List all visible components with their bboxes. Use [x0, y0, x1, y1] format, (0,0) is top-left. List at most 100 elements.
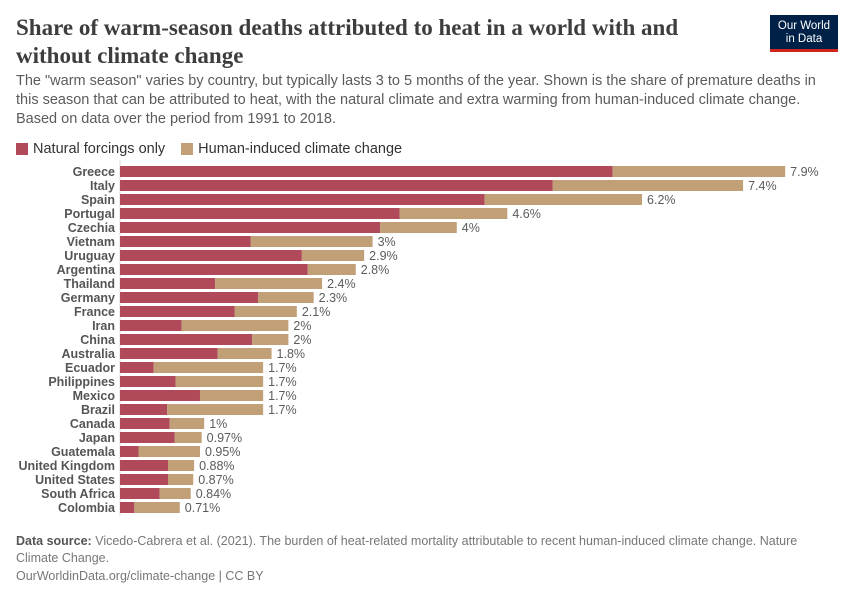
legend-label: Human-induced climate change: [198, 141, 403, 157]
total-label: 0.95%: [205, 445, 240, 459]
category-label: Iran: [92, 319, 115, 333]
bar-segment-natural: [120, 432, 175, 443]
bar-segment-natural: [120, 404, 168, 415]
bar-segment-human: [159, 488, 191, 499]
category-label: Canada: [70, 417, 116, 431]
category-label: Vietnam: [67, 235, 115, 249]
bar-segment-human: [167, 460, 195, 471]
bar-segment-natural: [120, 166, 613, 177]
bar-segment-human: [234, 306, 297, 317]
legend-swatch-natural: [16, 143, 28, 155]
total-label: 2.8%: [361, 263, 390, 277]
total-label: 2.9%: [369, 249, 398, 263]
bar-segment-natural: [120, 376, 176, 387]
chart-subtitle: The "warm season" varies by country, but…: [16, 73, 816, 127]
owid-logo[interactable]: Our World in Data: [770, 15, 838, 52]
total-label: 0.71%: [185, 501, 220, 515]
bar-segment-human: [484, 194, 643, 205]
total-label: 7.9%: [790, 165, 819, 179]
bar-segment-natural: [120, 334, 253, 345]
total-label: 2.3%: [319, 291, 348, 305]
bar-segment-natural: [120, 502, 135, 513]
bar-segment-human: [552, 180, 744, 191]
legend-label: Natural forcings only: [33, 141, 166, 157]
footer-credit[interactable]: OurWorldinData.org/climate-change | CC B…: [16, 569, 264, 583]
bar-segment-human: [181, 320, 289, 331]
category-label: South Africa: [41, 487, 116, 501]
bar-segment-human: [134, 502, 180, 513]
category-label: United Kingdom: [18, 459, 115, 473]
category-label: Greece: [73, 165, 115, 179]
legend-item-human[interactable]: Human-induced climate change: [181, 141, 402, 157]
bar-segment-human: [167, 474, 194, 485]
bar-segment-human: [307, 264, 356, 275]
category-label: Mexico: [73, 389, 116, 403]
category-label: Ecuador: [65, 361, 115, 375]
category-label: Japan: [79, 431, 115, 445]
total-label: 2.4%: [327, 277, 356, 291]
total-label: 1.8%: [277, 347, 306, 361]
category-label: France: [74, 305, 115, 319]
bar-segment-natural: [120, 264, 308, 275]
bar-segment-natural: [120, 292, 259, 303]
bar-segment-human: [250, 236, 373, 247]
bar-segment-human: [301, 250, 365, 261]
total-label: 0.97%: [207, 431, 242, 445]
bar-segment-natural: [120, 306, 235, 317]
bar-segment-natural: [120, 208, 400, 219]
total-label: 1.7%: [268, 361, 297, 375]
legend: Natural forcings only Human-induced clim…: [16, 141, 402, 157]
category-label: Spain: [81, 193, 115, 207]
footer-source: Data source: Vicedo-Cabrera et al. (2021…: [16, 533, 836, 567]
bar-segment-human: [138, 446, 200, 457]
category-label: Argentina: [57, 263, 116, 277]
bar-segment-human: [167, 404, 264, 415]
bar-segment-natural: [120, 460, 168, 471]
category-label: China: [80, 333, 116, 347]
total-label: 3%: [378, 235, 396, 249]
total-label: 1.7%: [268, 375, 297, 389]
total-label: 1%: [209, 417, 227, 431]
total-label: 4%: [462, 221, 480, 235]
category-label: Germany: [61, 291, 115, 305]
bar-chart: Greece 7.9% Italy 7.4% Spain 6.2% Portugal 4.6%…: [18, 160, 819, 516]
bar-segment-human: [215, 278, 323, 289]
source-label: Data source:: [16, 534, 92, 548]
bar-segment-natural: [120, 362, 154, 373]
legend-swatch-human: [181, 143, 194, 155]
category-label: Australia: [62, 347, 117, 361]
bar-segment-natural: [120, 418, 170, 429]
bar-segment-natural: [120, 488, 160, 499]
bar-segment-natural: [120, 194, 485, 205]
total-label: 0.87%: [198, 473, 233, 487]
bar-segment-natural: [120, 390, 200, 401]
bar-segment-human: [380, 222, 457, 233]
total-label: 6.2%: [647, 193, 676, 207]
category-label: Guatemala: [51, 445, 116, 459]
total-label: 2.1%: [302, 305, 331, 319]
total-label: 7.4%: [748, 179, 777, 193]
bar-segment-natural: [120, 474, 168, 485]
legend-item-natural[interactable]: Natural forcings only: [16, 141, 165, 157]
bar-segment-human: [258, 292, 314, 303]
total-label: 1.7%: [268, 403, 297, 417]
category-label: Czechia: [68, 221, 116, 235]
total-label: 0.84%: [196, 487, 231, 501]
chart-title: Share of warm-season deaths attributed t…: [16, 15, 679, 68]
source-text: Vicedo-Cabrera et al. (2021). The burden…: [16, 534, 798, 565]
bar-segment-human: [612, 166, 786, 177]
total-label: 0.88%: [199, 459, 234, 473]
category-label: Portugal: [64, 207, 115, 221]
bar-segment-human: [175, 376, 264, 387]
category-label: Italy: [90, 179, 115, 193]
bar-segment-natural: [120, 250, 302, 261]
category-label: Thailand: [64, 277, 115, 291]
bar-segment-natural: [120, 236, 251, 247]
bar-segment-natural: [120, 348, 218, 359]
category-label: Colombia: [58, 501, 116, 515]
bar-segment-natural: [120, 320, 182, 331]
bar-segment-natural: [120, 278, 216, 289]
bar-segment-human: [252, 334, 289, 345]
total-label: 4.6%: [512, 207, 541, 221]
bar-segment-human: [153, 362, 264, 373]
